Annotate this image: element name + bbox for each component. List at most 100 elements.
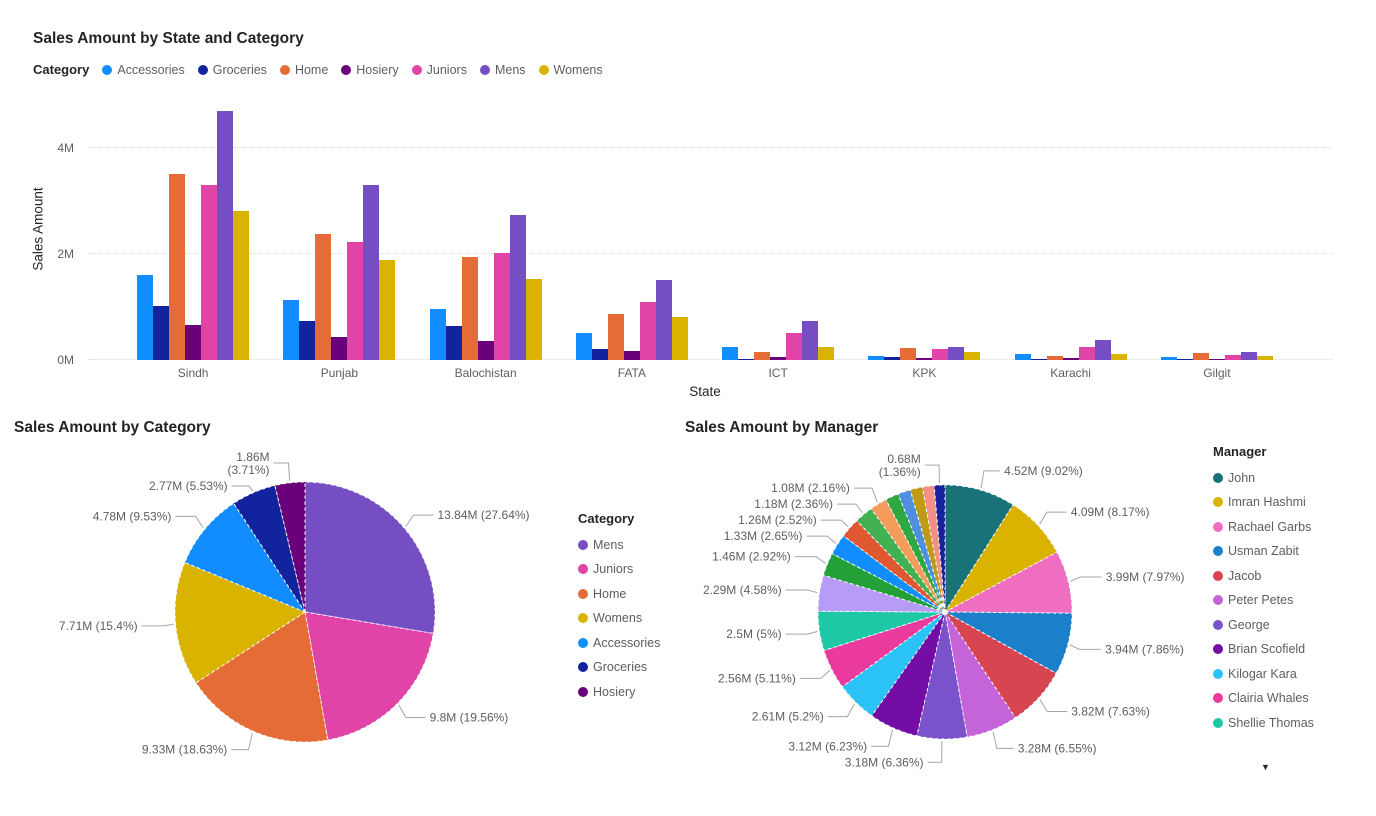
pie-slice-hosiery[interactable] — [274, 481, 306, 613]
bar-gilgit-hosiery[interactable] — [1208, 358, 1225, 360]
bar-punjab-womens[interactable] — [379, 260, 396, 360]
legend-item-george[interactable]: George — [1213, 618, 1314, 632]
legend-item-clairia-whales[interactable]: Clairia Whales — [1213, 691, 1314, 705]
bar-fata-groceries[interactable] — [591, 348, 608, 360]
bar-balochistan-hosiery[interactable] — [477, 341, 494, 360]
bar-karachi-mens[interactable] — [1094, 340, 1111, 360]
bar-karachi-womens[interactable] — [1110, 354, 1127, 360]
bar-sindh-mens[interactable] — [217, 111, 234, 360]
bar-sindh-womens[interactable] — [233, 211, 250, 360]
bar-punjab-mens[interactable] — [363, 185, 380, 360]
bar-ict-home[interactable] — [754, 352, 771, 360]
bar-kpk-hosiery[interactable] — [916, 358, 933, 360]
bar-sindh-juniors[interactable] — [201, 185, 218, 360]
bar-gilgit-home[interactable] — [1192, 353, 1209, 360]
pie-slice-accessories[interactable] — [184, 502, 307, 614]
legend-item-imran-hashmi[interactable]: Imran Hashmi — [1213, 495, 1314, 509]
bar-fata-hosiery[interactable] — [623, 350, 640, 360]
bar-balochistan-mens[interactable] — [509, 214, 526, 360]
bar-balochistan-home[interactable] — [461, 257, 478, 360]
bar-ict-hosiery[interactable] — [770, 356, 787, 360]
legend-item-peter-petes[interactable]: Peter Petes — [1213, 593, 1314, 607]
legend-item-womens[interactable]: Womens — [538, 63, 603, 77]
bar-gilgit-groceries[interactable] — [1176, 358, 1193, 360]
pie-slice-shellie-thomas[interactable] — [817, 610, 946, 652]
legend-item-hosiery[interactable]: Hosiery — [341, 63, 399, 77]
bar-kpk-accessories[interactable] — [868, 355, 885, 360]
pie-slice-womens[interactable] — [174, 561, 307, 684]
pie-slice-usman-zabit[interactable] — [944, 611, 1073, 675]
bar-kpk-mens[interactable] — [948, 346, 965, 360]
pie-slice-rachael-garbs[interactable] — [944, 551, 1073, 614]
bar-ict-womens[interactable] — [818, 347, 835, 360]
bar-fata-accessories[interactable] — [575, 333, 592, 360]
bar-balochistan-juniors[interactable] — [493, 252, 510, 360]
legend-item-home[interactable]: Home — [578, 587, 660, 601]
pie-slice-clairia-whales[interactable] — [823, 611, 946, 688]
bar-ict-juniors[interactable] — [786, 332, 803, 360]
pie-slice-juniors[interactable] — [304, 611, 434, 741]
legend-item-home[interactable]: Home — [279, 63, 328, 77]
bar-kpk-womens[interactable] — [964, 351, 981, 360]
pie-slice-other[interactable] — [842, 519, 946, 613]
bar-sindh-groceries[interactable] — [153, 306, 170, 360]
bar-balochistan-accessories[interactable] — [429, 308, 446, 360]
bar-ict-accessories[interactable] — [722, 346, 739, 360]
bar-balochistan-groceries[interactable] — [445, 326, 462, 360]
bar-balochistan-womens[interactable] — [525, 278, 542, 360]
legend-item-usman-zabit[interactable]: Usman Zabit — [1213, 544, 1314, 558]
bar-gilgit-accessories[interactable] — [1160, 356, 1177, 360]
bar-punjab-groceries[interactable] — [299, 320, 316, 360]
bar-karachi-home[interactable] — [1046, 356, 1063, 360]
pie-slice-george[interactable] — [916, 611, 968, 740]
legend-item-rachael-garbs[interactable]: Rachael Garbs — [1213, 520, 1314, 534]
pie-slice-groceries[interactable] — [233, 484, 306, 613]
legend-item-mens[interactable]: Mens — [479, 63, 526, 77]
bar-gilgit-juniors[interactable] — [1224, 354, 1241, 360]
legend-item-accessories[interactable]: Accessories — [578, 636, 660, 650]
legend-item-groceries[interactable]: Groceries — [578, 660, 660, 674]
pie-slice-peter-petes[interactable] — [944, 611, 1017, 738]
pie-slice-other[interactable] — [933, 484, 946, 613]
bar-sindh-home[interactable] — [169, 173, 186, 360]
bar-gilgit-womens[interactable] — [1256, 356, 1273, 360]
bar-kpk-home[interactable] — [900, 348, 917, 360]
legend-item-mens[interactable]: Mens — [578, 538, 660, 552]
legend-item-brian-scofield[interactable]: Brian Scofield — [1213, 642, 1314, 656]
pie-slice-mens[interactable] — [304, 481, 436, 635]
bar-kpk-groceries[interactable] — [884, 357, 901, 360]
legend-item-kilogar-kara[interactable]: Kilogar Kara — [1213, 667, 1314, 681]
legend-item-accessories[interactable]: Accessories — [102, 63, 185, 77]
bar-kpk-juniors[interactable] — [932, 349, 949, 360]
bar-gilgit-mens[interactable] — [1240, 352, 1257, 360]
bar-karachi-hosiery[interactable] — [1062, 358, 1079, 360]
bar-fata-womens[interactable] — [671, 316, 688, 360]
bar-fata-mens[interactable] — [655, 279, 672, 360]
bar-punjab-juniors[interactable] — [347, 241, 364, 360]
legend-item-womens[interactable]: Womens — [578, 611, 660, 625]
bar-fata-juniors[interactable] — [639, 302, 656, 360]
bar-sindh-hosiery[interactable] — [185, 324, 202, 360]
bar-karachi-groceries[interactable] — [1030, 358, 1047, 360]
legend-item-juniors[interactable]: Juniors — [578, 562, 660, 576]
bar-punjab-home[interactable] — [315, 234, 332, 360]
bar-karachi-juniors[interactable] — [1078, 347, 1095, 360]
legend-scroll-down-icon[interactable]: ▼ — [1261, 762, 1270, 772]
bar-sindh-accessories[interactable] — [137, 274, 154, 360]
x-axis-title: State — [689, 384, 721, 399]
bar-ict-mens[interactable] — [802, 321, 819, 360]
pie-slice-other[interactable] — [831, 535, 946, 613]
legend-item-juniors[interactable]: Juniors — [411, 63, 467, 77]
legend-label: John — [1228, 470, 1256, 485]
legend-item-john[interactable]: John — [1213, 471, 1314, 485]
pie-slice-home[interactable] — [195, 611, 329, 743]
legend-item-hosiery[interactable]: Hosiery — [578, 685, 660, 699]
bar-punjab-accessories[interactable] — [283, 300, 300, 360]
bar-ict-groceries[interactable] — [738, 358, 755, 360]
bar-karachi-accessories[interactable] — [1014, 354, 1031, 360]
legend-item-groceries[interactable]: Groceries — [197, 63, 267, 77]
bar-fata-home[interactable] — [607, 314, 624, 360]
bar-punjab-hosiery[interactable] — [331, 337, 348, 360]
legend-item-shellie-thomas[interactable]: Shellie Thomas — [1213, 716, 1314, 730]
legend-item-jacob[interactable]: Jacob — [1213, 569, 1314, 583]
